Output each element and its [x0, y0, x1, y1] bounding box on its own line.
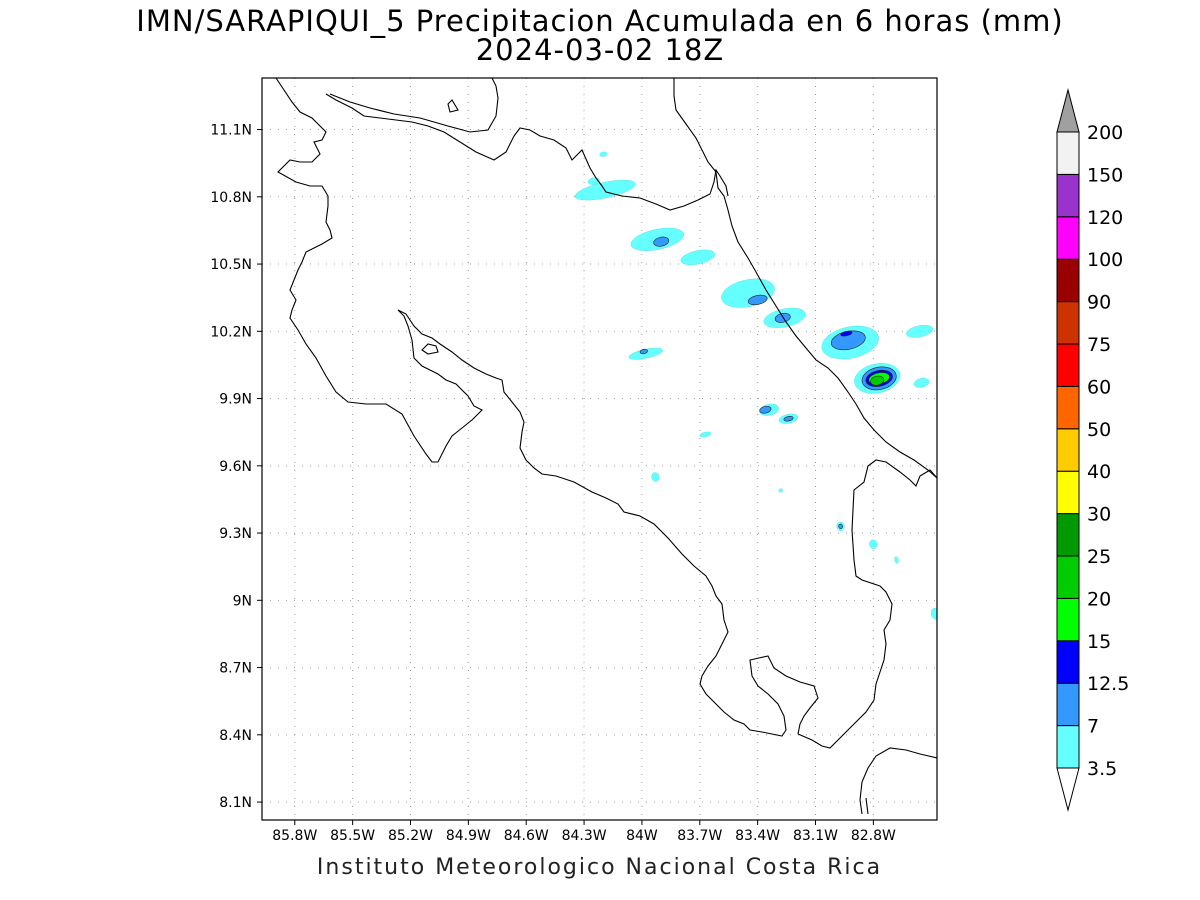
precip-cell: [930, 608, 937, 620]
coastline: [275, 78, 937, 815]
colorbar-swatch: [1056, 173, 1080, 218]
precip-cell: [759, 405, 772, 414]
lon-tick-label: 83.7W: [677, 828, 722, 844]
colorbar-level-label: 100: [1087, 249, 1123, 271]
lon-tick-label: 85.5W: [330, 828, 375, 844]
colorbar-top-arrow: [1056, 88, 1080, 133]
precip-cell: [838, 523, 843, 529]
map-title: IMN/SARAPIQUI_5 Precipitacion Acumulada …: [136, 4, 1064, 38]
colorbar-swatch: [1056, 513, 1080, 557]
lon-tick-label: 83.4W: [735, 828, 780, 844]
precip-cell: [599, 151, 608, 157]
colorbar-level-label: 15: [1087, 631, 1111, 653]
lon-tick-label: 84.3W: [562, 828, 607, 844]
lon-tick-label: 84W: [626, 828, 658, 844]
grid-lines: [262, 78, 937, 820]
lat-tick-label: 8.4N: [219, 728, 252, 744]
precipitation-fields: [574, 151, 937, 620]
lat-tick-label: 8.7N: [219, 661, 252, 677]
precip-cell: [913, 378, 930, 388]
axis-ticks: 85.8W 85.5W 85.2W 84.9W 84.6W 84.3W 84W 83.7W 83…: [210, 123, 896, 844]
colorbar-level-label: 30: [1087, 504, 1111, 526]
lake-nicaragua-shore: [329, 78, 499, 133]
border-panama: [859, 747, 937, 815]
precip-cell: [774, 312, 791, 323]
colorbar-swatch: [1056, 640, 1080, 684]
precip-cell: [747, 294, 768, 306]
lat-tick-label: 9.6N: [219, 459, 252, 475]
colorbar-level-label: 3.5: [1087, 758, 1117, 780]
institution-footer: Instituto Meteorologico Nacional Costa R…: [316, 855, 883, 880]
colorbar-swatch: [1056, 385, 1080, 430]
colorbar-bottom-arrow: [1056, 767, 1080, 812]
lat-tick-label: 11.1N: [210, 123, 252, 139]
lon-tick-label: 84.6W: [504, 828, 549, 844]
precip-cell: [906, 324, 934, 338]
precip-cell: [783, 416, 794, 422]
map-datetime: 2024-03-02 18Z: [475, 33, 725, 67]
island-chira: [421, 343, 439, 355]
coastline-caribbean: [673, 78, 937, 479]
colorbar-level-label: 150: [1087, 164, 1123, 186]
colorbar-level-label: 120: [1087, 207, 1123, 229]
colorbar-swatch: [1056, 301, 1080, 345]
colorbar-level-label: 50: [1087, 419, 1111, 441]
colorbar-level-label: 7: [1087, 716, 1099, 738]
colorbar-swatch: [1056, 682, 1080, 727]
precip-cell: [699, 431, 712, 438]
lon-tick-label: 84.9W: [446, 828, 491, 844]
precip-cell: [840, 330, 853, 337]
colorbar-swatch: [1056, 258, 1080, 303]
colorbar-level-label: 60: [1087, 376, 1111, 398]
lon-tick-label: 85.8W: [272, 828, 317, 844]
colorbar-swatch: [1056, 216, 1080, 260]
lat-tick-label: 9.3N: [219, 526, 252, 542]
border-nicaragua: [325, 93, 729, 211]
colorbar-level-label: 25: [1087, 546, 1111, 568]
colorbar: 3.5 7 12.5 15 20 25 30 40 50 60 75 90 100 120 150 200: [1056, 88, 1129, 812]
precip-cell: [651, 472, 660, 482]
precip-cell: [680, 249, 716, 266]
colorbar-swatch: [1056, 428, 1080, 472]
lon-tick-label: 85.2W: [388, 828, 433, 844]
lat-tick-label: 9N: [233, 593, 252, 609]
coastline-osa-gulf: [797, 459, 937, 749]
lat-tick-label: 8.1N: [219, 795, 252, 811]
lat-tick-label: 10.2N: [210, 324, 252, 340]
precip-cell: [778, 488, 783, 493]
island-ometepe: [447, 99, 459, 113]
colorbar-swatch: [1056, 131, 1080, 175]
precip-cell: [869, 539, 878, 549]
map-frame: [261, 77, 938, 821]
colorbar-swatch: [1056, 470, 1080, 515]
precip-cell: [870, 375, 885, 386]
colorbar-level-label: 20: [1087, 588, 1111, 610]
lat-tick-label: 10.5N: [210, 257, 252, 273]
colorbar-level-label: 40: [1087, 461, 1111, 483]
precip-cell: [628, 347, 663, 360]
colorbar-level-label: 200: [1087, 122, 1123, 144]
colorbar-level-label: 90: [1087, 292, 1111, 314]
coastline-pacific: [275, 78, 819, 737]
colorbar-swatch: [1056, 725, 1080, 769]
precip-cell: [639, 348, 648, 355]
colorbar-level-label: 12.5: [1087, 673, 1129, 695]
precip-cell: [894, 556, 899, 564]
colorbar-swatch: [1056, 555, 1080, 599]
lon-tick-label: 82.8W: [851, 828, 896, 844]
colorbar-swatch: [1056, 597, 1080, 642]
precip-cell: [653, 236, 670, 247]
colorbar-level-label: 75: [1087, 334, 1111, 356]
lat-tick-label: 10.8N: [210, 190, 252, 206]
lat-tick-label: 9.9N: [219, 392, 252, 408]
lon-tick-label: 83.1W: [793, 828, 838, 844]
colorbar-swatch: [1056, 343, 1080, 387]
